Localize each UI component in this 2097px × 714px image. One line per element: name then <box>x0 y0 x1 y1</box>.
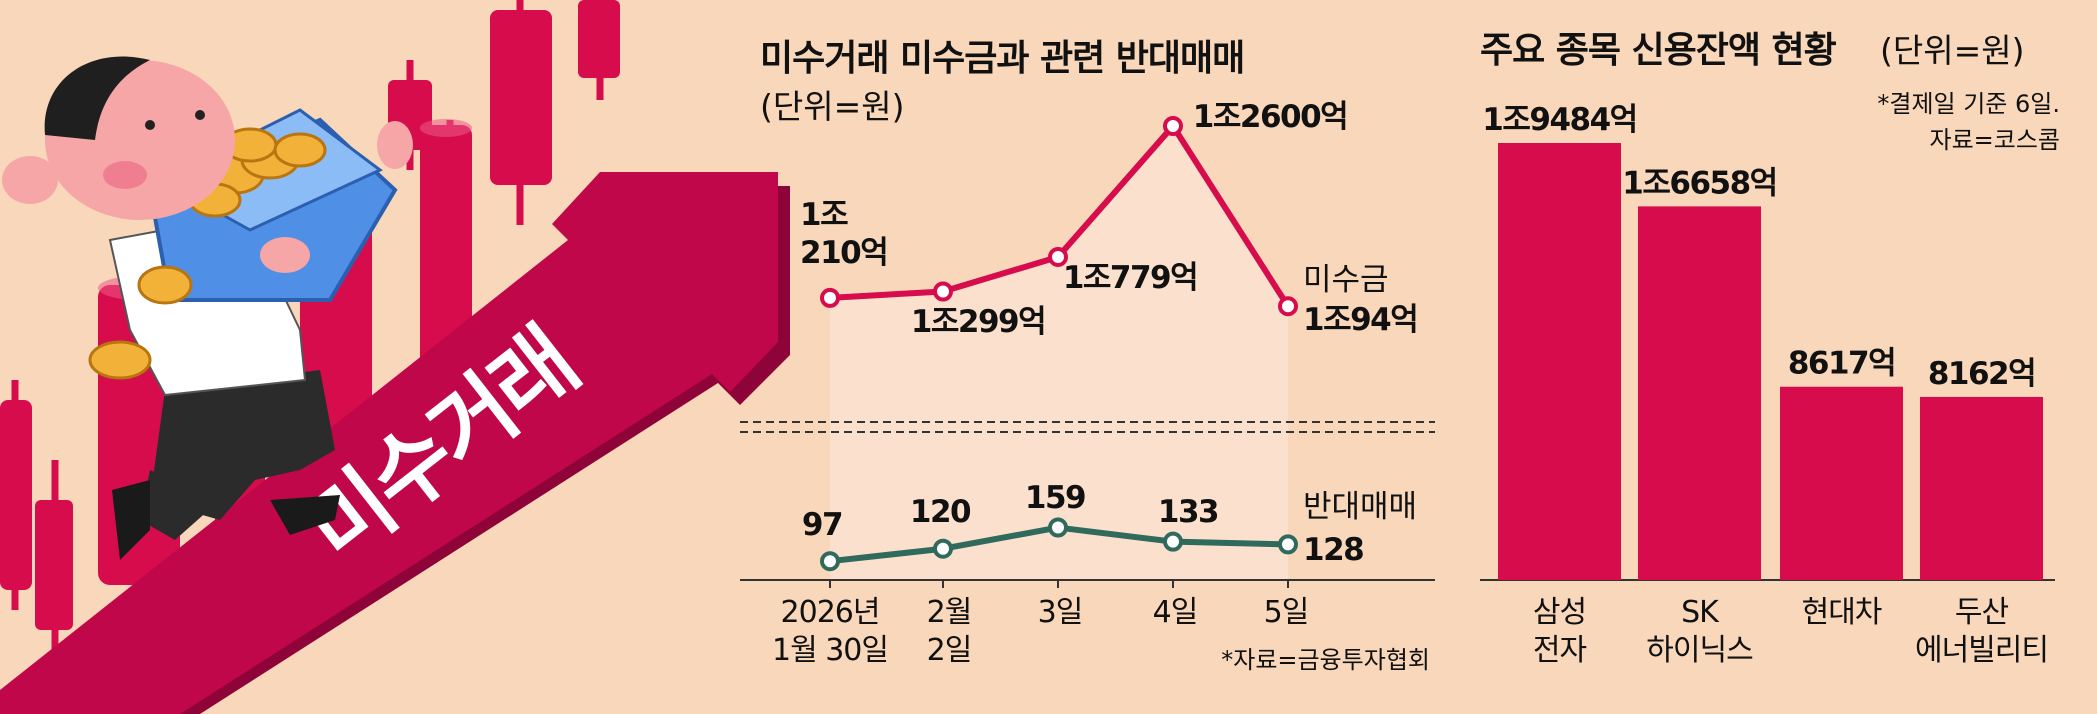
data-point-bandaemaemae <box>1163 531 1183 552</box>
bar-category-label: SK <box>1681 595 1720 630</box>
bar <box>1780 386 1903 580</box>
bar-value-label: 8617억 <box>1788 346 1895 382</box>
bar-category-label: 전자 <box>1533 633 1587 668</box>
line-chart-shaded-area <box>830 126 1288 580</box>
x-tick-label: 2월 <box>927 595 972 630</box>
bar-value-label: 8162억 <box>1928 356 2035 392</box>
bar-chart-unit: (단위=원) <box>1880 31 2024 70</box>
data-label-bandaemaemae: 128 <box>1303 532 1363 568</box>
x-tick-label: 2일 <box>927 633 972 668</box>
data-label-misugeum: 1조2600억 <box>1193 99 1347 135</box>
line-chart: 미수거래 미수금과 관련 반대매매 (단위=원) *자료=금융투자협회 1조 21… <box>740 38 1435 674</box>
bar-category-label: 두산 <box>1955 595 2009 630</box>
x-tick-label: 5일 <box>1264 595 1309 630</box>
bar-category-label: 삼성 <box>1533 595 1586 630</box>
bar-category-label: 현대차 <box>1802 595 1882 630</box>
bar-category-label: 에너빌리티 <box>1915 633 2048 668</box>
x-tick-label: 1월 30일 <box>772 633 888 668</box>
gold-coin-icon <box>88 265 193 380</box>
x-tick-label: 4일 <box>1153 595 1198 630</box>
bar-chart-note: *결제일 기준 6일. <box>1877 90 2060 118</box>
data-point-misugeum <box>1278 296 1298 317</box>
data-label-bandaemaemae: 159 <box>1025 480 1085 516</box>
x-tick-label: 3일 <box>1038 595 1083 630</box>
line-chart-title: 미수거래 미수금과 관련 반대매매 <box>760 38 1244 79</box>
bar-chart-source: 자료=코스콤 <box>1929 126 2060 154</box>
series-name-misugeum: 미수금 <box>1303 262 1389 298</box>
data-point-misugeum <box>933 281 953 302</box>
bar-value-label: 1조9484억 <box>1482 102 1636 138</box>
data-point-bandaemaemae <box>1278 534 1298 555</box>
data-point-misugeum <box>820 287 840 308</box>
data-label-bandaemaemae: 97 <box>802 507 842 543</box>
bar-chart-title: 주요 종목 신용잔액 현황 <box>1480 30 1837 71</box>
bar <box>1498 143 1621 580</box>
data-label-bandaemaemae: 120 <box>910 494 971 530</box>
man-carrying-coin-box-icon <box>2 56 413 560</box>
data-point-misugeum <box>1048 246 1068 267</box>
data-label-misugeum: 1조779억 <box>1063 260 1197 296</box>
data-label-misugeum: 1조 210억 <box>800 197 887 271</box>
series-name-bandaemaemae: 반대매매 <box>1303 489 1417 525</box>
data-label-misugeum: 1조299억 <box>911 304 1045 340</box>
data-point-bandaemaemae <box>933 538 953 559</box>
data-point-misugeum <box>1163 116 1183 136</box>
data-point-bandaemaemae <box>1048 517 1068 538</box>
line-chart-unit: (단위=원) <box>760 87 904 126</box>
bar-category-label: 하이닉스 <box>1646 633 1753 668</box>
bar <box>1920 396 2043 580</box>
bar-value-label: 1조6658억 <box>1622 165 1776 201</box>
data-label-misugeum: 1조94억 <box>1303 302 1417 338</box>
data-label-bandaemaemae: 133 <box>1158 494 1218 530</box>
bar-chart: 주요 종목 신용잔액 현황 (단위=원) *결제일 기준 6일. 자료=코스콤 … <box>1480 30 2060 668</box>
data-point-bandaemaemae <box>820 551 840 572</box>
line-chart-source: *자료=금융투자협회 <box>1221 646 1430 674</box>
x-tick-label: 2026년 <box>781 595 880 630</box>
bar <box>1638 206 1761 580</box>
